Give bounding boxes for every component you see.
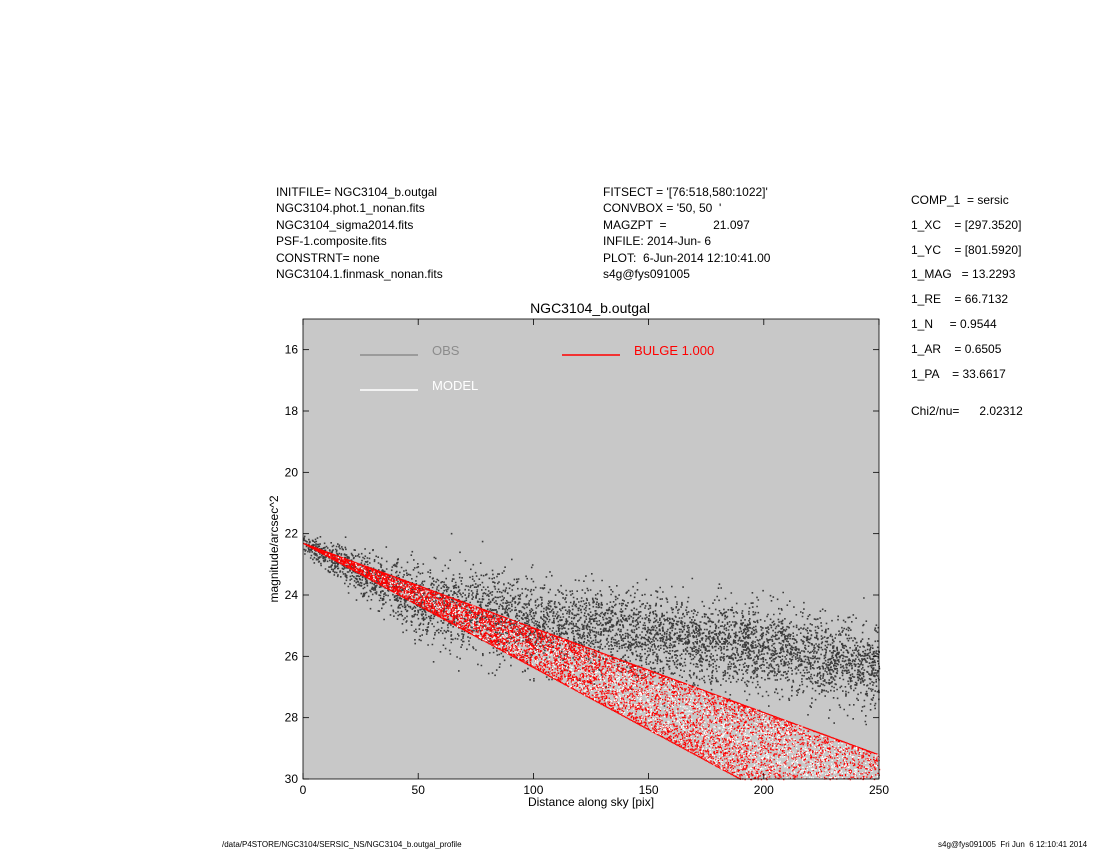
psf-file-line: PSF-1.composite.fits [276,234,387,248]
legend: OBS MODEL BULGE 1.000 [360,343,714,393]
constraint-line: CONSTRNT= none [276,251,380,265]
param-yc: 1_YC = [801.5920] [911,243,1022,257]
footer-timestamp: s4g@fys091005 Fri Jun 6 12:10:41 2014 [938,840,1088,849]
convbox-line: CONVBOX = '50, 50 ' [603,201,722,215]
fitsect-line: FITSECT = '[76:518,580:1022]' [603,185,768,199]
plot-frame [302,318,880,780]
x-axis-title: Distance along sky [pix] [528,795,654,809]
y-tick-label: 24 [285,588,299,602]
param-pa: 1_PA = 33.6617 [911,367,1006,381]
chart-title: NGC3104_b.outgal [530,300,650,316]
param-re: 1_RE = 66.7132 [911,292,1009,306]
y-tick-label: 16 [285,343,299,357]
chi2-value: Chi2/nu= 2.02312 [911,404,1023,418]
sigma-file-line: NGC3104_sigma2014.fits [276,218,414,232]
image-file-line: NGC3104.phot.1_nonan.fits [276,201,425,215]
user-host-line: s4g@fys091005 [603,267,690,281]
x-tick-label: 50 [412,783,426,797]
x-tick-label: 0 [300,783,307,797]
y-tick-label: 22 [285,527,299,541]
plot-date-line: PLOT: 6-Jun-2014 12:10:41.00 [603,251,771,265]
legend-label: OBS [432,343,460,358]
param-mag: 1_MAG = 13.2293 [911,267,1016,281]
param-ar: 1_AR = 0.6505 [911,342,1002,356]
magzpt-line: MAGZPT = 21.097 [603,218,750,232]
y-axis-title: magnitude/arcsec^2 [267,495,281,602]
y-tick-label: 28 [285,711,299,725]
y-tick-label: 30 [285,772,299,786]
data-points-layer [303,532,881,781]
axis-ticks: 0 50 100 150 200 250 16 18 20 22 24 26 28 30 [285,319,889,797]
param-xc: 1_XC = [297.3520] [911,218,1022,232]
legend-label: BULGE 1.000 [634,343,714,358]
infile-line: INFILE: 2014-Jun- 6 [603,234,712,248]
param-comp: COMP_1 = sersic [911,193,1009,207]
bulge-points [303,542,881,781]
legend-label: MODEL [432,378,478,393]
x-tick-label: 150 [639,783,659,797]
plot-area [303,319,879,779]
y-tick-label: 26 [285,649,299,663]
x-tick-label: 200 [754,783,774,797]
x-tick-label: 250 [869,783,889,797]
y-tick-label: 20 [285,465,299,479]
initfile-line: INITFILE= NGC3104_b.outgal [276,185,438,199]
param-n: 1_N = 0.9544 [911,317,997,331]
mask-file-line: NGC3104.1.finmask_nonan.fits [276,267,443,281]
y-tick-label: 18 [285,404,299,418]
x-tick-label: 100 [523,783,543,797]
footer-path: /data/P4STORE/NGC3104/SERSIC_NS/NGC3104_… [222,840,462,849]
